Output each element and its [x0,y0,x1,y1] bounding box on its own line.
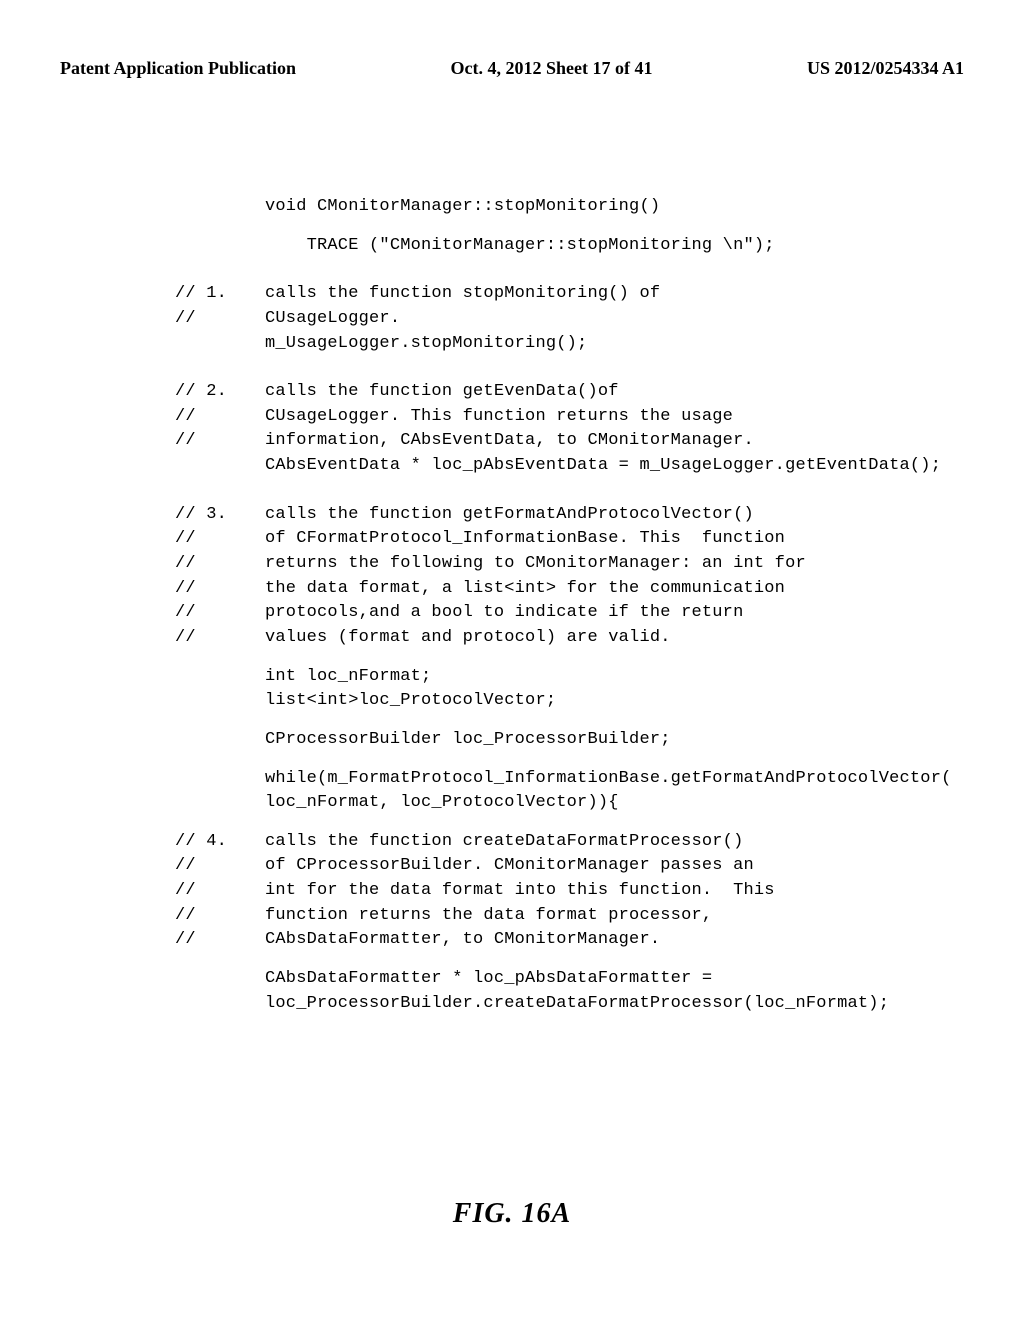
code-text: CAbsDataFormatter, to CMonitorManager. [265,928,935,953]
header-left: Patent Application Publication [60,58,296,79]
code-line: //CAbsDataFormatter, to CMonitorManager. [175,928,935,953]
code-line: //values (format and protocol) are valid… [175,626,935,651]
code-gutter [175,332,265,357]
code-gutter: // [175,601,265,626]
code-gutter [175,791,265,816]
code-line: //CUsageLogger. [175,307,935,332]
code-text: calls the function getFormatAndProtocolV… [265,503,935,528]
code-gutter [175,728,265,753]
code-line: //of CFormatProtocol_InformationBase. Th… [175,527,935,552]
code-gutter [175,689,265,714]
header-right: US 2012/0254334 A1 [807,58,964,79]
blank-line [175,953,935,967]
code-line: loc_nFormat, loc_ProtocolVector)){ [175,791,935,816]
code-line: //protocols,and a bool to indicate if th… [175,601,935,626]
code-text: TRACE ("CMonitorManager::stopMonitoring … [265,234,935,259]
code-gutter: // [175,854,265,879]
code-gutter [175,767,265,792]
code-gutter: // 3. [175,503,265,528]
blank-line [175,714,935,728]
code-text: function returns the data format process… [265,904,935,929]
code-line: CAbsDataFormatter * loc_pAbsDataFormatte… [175,967,935,992]
code-gutter [175,967,265,992]
code-text: protocols,and a bool to indicate if the … [265,601,935,626]
code-gutter: // 4. [175,830,265,855]
code-gutter: // [175,527,265,552]
blank-line [175,753,935,767]
code-gutter: // 2. [175,380,265,405]
code-line: // 4.calls the function createDataFormat… [175,830,935,855]
code-text: CAbsEventData * loc_pAbsEventData = m_Us… [265,454,941,479]
code-text: calls the function createDataFormatProce… [265,830,935,855]
code-gutter: // [175,307,265,332]
code-line: CProcessorBuilder loc_ProcessorBuilder; [175,728,935,753]
code-text: int for the data format into this functi… [265,879,935,904]
code-text: CAbsDataFormatter * loc_pAbsDataFormatte… [265,967,935,992]
code-gutter [175,665,265,690]
blank-line [175,816,935,830]
code-gutter: // [175,552,265,577]
code-gutter: // [175,928,265,953]
code-text: while(m_FormatProtocol_InformationBase.g… [265,767,952,792]
code-gutter: // [175,429,265,454]
code-listing: void CMonitorManager::stopMonitoring() T… [175,195,935,1016]
blank-line [175,258,935,282]
code-line: TRACE ("CMonitorManager::stopMonitoring … [175,234,935,259]
code-text: values (format and protocol) are valid. [265,626,935,651]
page-header: Patent Application Publication Oct. 4, 2… [0,58,1024,79]
code-line: // 2.calls the function getEvenData()of [175,380,935,405]
code-text: of CProcessorBuilder. CMonitorManager pa… [265,854,935,879]
blank-line [175,479,935,503]
code-line: //int for the data format into this func… [175,879,935,904]
code-text: of CFormatProtocol_InformationBase. This… [265,527,935,552]
code-text: loc_ProcessorBuilder.createDataFormatPro… [265,992,935,1017]
code-text: int loc_nFormat; [265,665,935,690]
code-line: while(m_FormatProtocol_InformationBase.g… [175,767,935,792]
code-line: //of CProcessorBuilder. CMonitorManager … [175,854,935,879]
code-gutter [175,454,265,479]
code-line: //function returns the data format proce… [175,904,935,929]
code-line: // 3.calls the function getFormatAndProt… [175,503,935,528]
code-line: //returns the following to CMonitorManag… [175,552,935,577]
code-gutter: // [175,626,265,651]
code-line: //information, CAbsEventData, to CMonito… [175,429,935,454]
code-text: information, CAbsEventData, to CMonitorM… [265,429,935,454]
code-text: calls the function stopMonitoring() of [265,282,935,307]
code-gutter [175,234,265,259]
code-text: list<int>loc_ProtocolVector; [265,689,935,714]
code-line: m_UsageLogger.stopMonitoring(); [175,332,935,357]
code-gutter [175,992,265,1017]
blank-line [175,356,935,380]
code-text: loc_nFormat, loc_ProtocolVector)){ [265,791,935,816]
code-text: the data format, a list<int> for the com… [265,577,935,602]
code-text: CUsageLogger. [265,307,935,332]
code-line: loc_ProcessorBuilder.createDataFormatPro… [175,992,935,1017]
code-gutter [175,195,265,220]
code-line: CAbsEventData * loc_pAbsEventData = m_Us… [175,454,935,479]
code-line: int loc_nFormat; [175,665,935,690]
code-gutter: // [175,879,265,904]
header-center: Oct. 4, 2012 Sheet 17 of 41 [451,58,653,79]
code-gutter: // 1. [175,282,265,307]
code-gutter: // [175,904,265,929]
code-line: void CMonitorManager::stopMonitoring() [175,195,935,220]
code-line: list<int>loc_ProtocolVector; [175,689,935,714]
code-text: CUsageLogger. This function returns the … [265,405,935,430]
code-text: returns the following to CMonitorManager… [265,552,935,577]
code-gutter: // [175,405,265,430]
code-text: CProcessorBuilder loc_ProcessorBuilder; [265,728,935,753]
code-text: m_UsageLogger.stopMonitoring(); [265,332,935,357]
blank-line [175,220,935,234]
figure-label: FIG. 16A [0,1198,1024,1230]
blank-line [175,651,935,665]
code-line: //the data format, a list<int> for the c… [175,577,935,602]
code-text: void CMonitorManager::stopMonitoring() [265,195,935,220]
code-text: calls the function getEvenData()of [265,380,935,405]
code-line: // 1.calls the function stopMonitoring()… [175,282,935,307]
code-gutter: // [175,577,265,602]
code-line: //CUsageLogger. This function returns th… [175,405,935,430]
